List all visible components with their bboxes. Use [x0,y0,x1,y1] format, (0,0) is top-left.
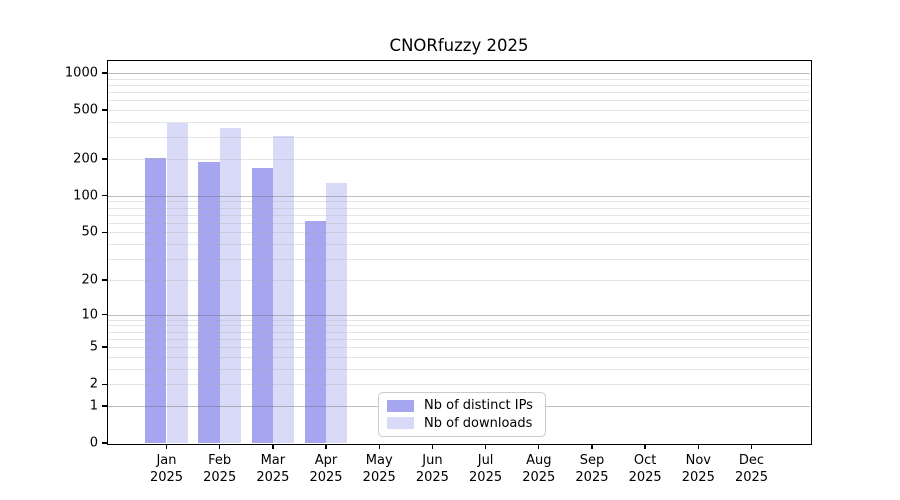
x-tick-mark-mar [272,444,274,449]
gridline-minor-60 [108,222,810,224]
x-tick-mark-sep [591,444,593,449]
bar-downloads-jan [166,122,188,443]
gridline-minor-90 [108,201,810,203]
gridline-major-100 [108,195,810,197]
gridline-minor-800 [108,84,810,86]
x-tick-mark-nov [697,444,699,449]
y-tick-mark-50 [102,231,107,234]
gridline-minor-9 [108,319,810,321]
y-tick-mark-500 [102,109,107,111]
y-tick-mark-1 [102,405,107,407]
gridline-minor-70 [108,214,810,216]
gridline-minor-3 [108,368,810,370]
x-tick-mark-oct [644,444,646,449]
gridline-minor-7 [108,331,810,333]
y-tick-label-1000: 1000 [64,65,98,81]
gridline-minor-80 [108,207,810,209]
y-tick-label-10: 10 [81,307,98,323]
x-tick-label-jan: Jan 2025 [149,453,184,485]
y-tick-label-5: 5 [89,339,98,355]
gridline-minor-5 [108,347,810,349]
x-tick-label-oct: Oct 2025 [628,453,662,485]
gridline-minor-600 [108,100,810,102]
legend-swatch-distinct-ips [387,399,414,412]
gridline-minor-8 [108,325,810,327]
gridline-minor-200 [108,158,810,160]
legend-item-distinct-ips: Nb of distinct IPs [387,397,537,414]
chart-title: CNORfuzzy 2025 [389,36,529,55]
x-tick-label-feb: Feb 2025 [203,453,237,485]
bar-distinct-ips-mar [251,167,273,443]
bar-downloads-apr [326,182,348,443]
y-tick-label-100: 100 [73,188,98,204]
gridline-minor-700 [108,92,810,94]
x-tick-mark-apr [325,444,327,449]
x-tick-label-jun: Jun 2025 [415,453,449,485]
gridline-minor-2 [108,384,810,386]
gridline-minor-40 [108,244,810,246]
gridline-minor-30 [108,259,810,261]
y-tick-mark-20 [102,279,107,281]
y-tick-label-2: 2 [89,376,98,392]
x-tick-label-nov: Nov 2025 [681,453,715,485]
y-tick-label-500: 500 [73,102,98,118]
x-tick-mark-dec [750,444,753,449]
x-tick-mark-jul [484,444,487,449]
legend-label-downloads: Nb of downloads [424,415,533,431]
y-tick-mark-0 [102,442,107,444]
x-tick-label-may: May 2025 [362,453,396,485]
y-tick-label-20: 20 [81,272,98,288]
gridline-minor-300 [108,137,810,139]
y-tick-mark-5 [102,346,107,348]
legend-swatch-downloads [387,417,414,430]
y-tick-label-200: 200 [73,151,98,167]
bar-distinct-ips-apr [304,221,327,443]
x-tick-mark-aug [538,444,540,449]
gridline-minor-400 [108,121,810,123]
x-tick-mark-jun [431,444,434,449]
gridline-major-1000 [108,72,810,74]
gridline-minor-500 [108,110,810,112]
legend-item-downloads: Nb of downloads [387,415,537,432]
legend-label-distinct-ips: Nb of distinct IPs [424,398,533,414]
x-tick-label-jul: Jul 2025 [469,453,503,485]
y-tick-mark-100 [102,195,107,197]
bar-downloads-mar [272,136,295,443]
y-tick-mark-200 [102,158,107,160]
y-tick-label-1: 1 [89,398,98,414]
gridline-minor-900 [108,78,810,80]
x-tick-mark-feb [219,444,221,449]
bar-distinct-ips-jan [145,157,167,443]
x-tick-mark-may [378,444,380,449]
gridline-minor-4 [108,356,810,358]
y-tick-mark-1000 [102,72,107,74]
gridline-minor-20 [108,279,810,281]
bar-distinct-ips-feb [198,161,220,443]
x-tick-label-dec: Dec 2025 [734,453,769,485]
y-tick-label-50: 50 [81,224,98,240]
y-tick-mark-10 [102,313,107,316]
legend: Nb of distinct IPs Nb of downloads [378,392,546,437]
x-tick-label-mar: Mar 2025 [256,453,290,485]
x-tick-label-aug: Aug 2025 [522,453,556,485]
x-tick-label-sep: Sep 2025 [575,453,609,485]
gridline-major-10 [108,314,810,316]
y-tick-mark-2 [102,383,107,385]
bar-downloads-feb [219,128,241,443]
y-tick-label-0: 0 [89,435,98,451]
gridline-minor-6 [108,338,810,340]
x-tick-label-apr: Apr 2025 [309,453,343,485]
x-tick-mark-jan [165,444,168,449]
gridline-minor-50 [108,232,810,234]
